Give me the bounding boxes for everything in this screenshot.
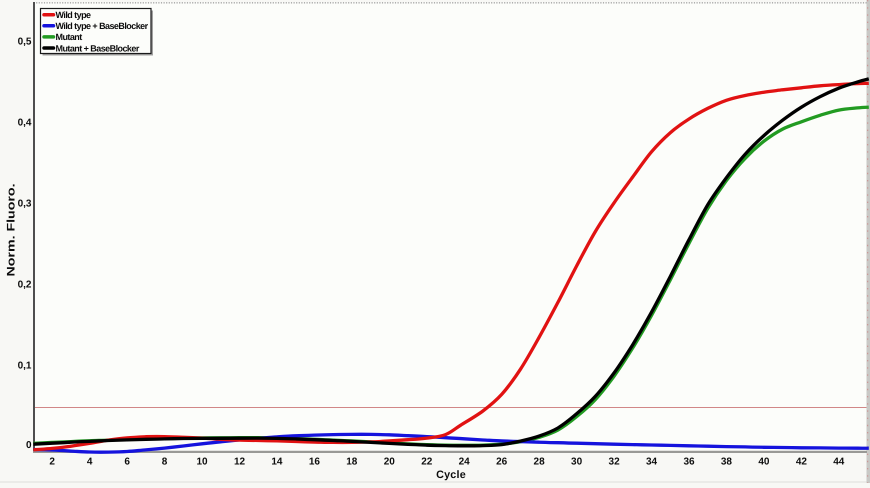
svg-text:10: 10 bbox=[196, 457, 208, 468]
svg-text:30: 30 bbox=[571, 457, 583, 468]
svg-text:2: 2 bbox=[49, 457, 55, 468]
svg-text:Mutant: Mutant bbox=[56, 32, 83, 42]
svg-text:8: 8 bbox=[162, 457, 168, 468]
svg-text:36: 36 bbox=[683, 457, 695, 468]
svg-text:Norm. Fluoro.: Norm. Fluoro. bbox=[6, 184, 18, 277]
svg-text:16: 16 bbox=[309, 457, 321, 468]
svg-text:38: 38 bbox=[721, 457, 733, 468]
svg-text:26: 26 bbox=[496, 457, 508, 468]
svg-text:20: 20 bbox=[384, 457, 396, 468]
svg-text:40: 40 bbox=[758, 457, 770, 468]
svg-text:14: 14 bbox=[271, 457, 283, 468]
svg-text:44: 44 bbox=[833, 457, 845, 468]
svg-text:0,5: 0,5 bbox=[18, 37, 32, 48]
svg-text:Cycle: Cycle bbox=[436, 469, 466, 481]
svg-text:Wild type: Wild type bbox=[56, 10, 92, 20]
svg-text:4: 4 bbox=[87, 457, 93, 468]
svg-text:42: 42 bbox=[796, 457, 808, 468]
svg-text:Mutant + BaseBlocker: Mutant + BaseBlocker bbox=[56, 43, 140, 53]
svg-text:0: 0 bbox=[26, 440, 32, 451]
svg-text:28: 28 bbox=[534, 457, 546, 468]
svg-text:34: 34 bbox=[646, 457, 658, 468]
svg-text:0,1: 0,1 bbox=[18, 361, 32, 372]
svg-text:32: 32 bbox=[609, 457, 621, 468]
svg-text:6: 6 bbox=[124, 457, 130, 468]
svg-text:Wild type + BaseBlocker: Wild type + BaseBlocker bbox=[56, 21, 149, 31]
svg-text:18: 18 bbox=[346, 457, 358, 468]
svg-text:0,4: 0,4 bbox=[18, 118, 32, 129]
svg-text:22: 22 bbox=[421, 457, 433, 468]
svg-text:0,2: 0,2 bbox=[18, 280, 32, 291]
svg-text:0,3: 0,3 bbox=[18, 199, 32, 210]
svg-text:12: 12 bbox=[234, 457, 246, 468]
svg-text:24: 24 bbox=[459, 457, 471, 468]
